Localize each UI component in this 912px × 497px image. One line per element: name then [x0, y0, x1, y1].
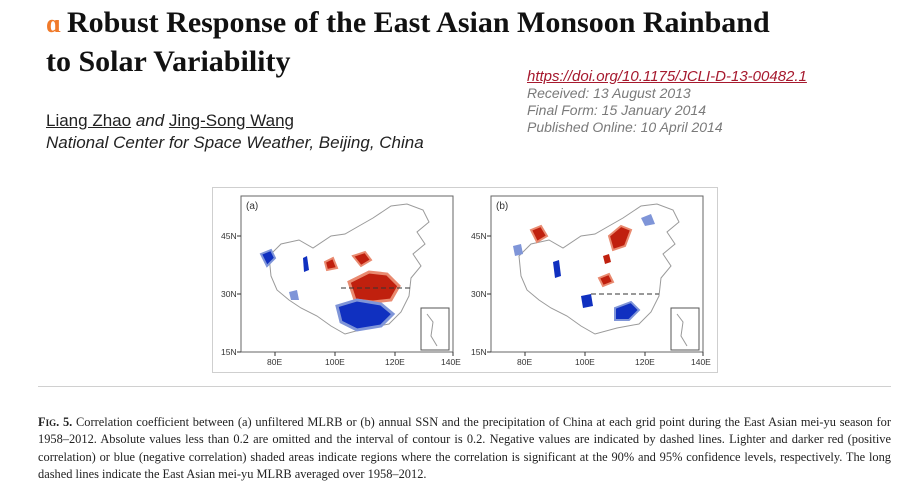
lat-label-30n-a: 30N: [221, 289, 237, 299]
lon-label-140e-b: 140E: [691, 357, 711, 367]
lon-label-100e-b: 100E: [575, 357, 595, 367]
lon-label-140e-a: 140E: [441, 357, 461, 367]
south-china-sea-inset-a: [420, 307, 450, 351]
lat-label-45n-a: 45N: [221, 231, 237, 241]
figure-maps: (a) 45N 30N 15N 80E 100E 120E 14: [221, 195, 711, 367]
lightblue-region-b-west: [513, 244, 523, 256]
figure-caption: Fig. 5. Correlation coefficient between …: [38, 414, 891, 484]
figure-5[interactable]: (a) 45N 30N 15N 80E 100E 120E 14: [212, 187, 718, 373]
doi-link[interactable]: https://doi.org/10.1175/JCLI-D-13-00482.…: [527, 68, 807, 85]
red-region-b-north: [607, 224, 633, 252]
author-affiliation: National Center for Space Weather, Beiji…: [46, 133, 424, 152]
red-region-b-small: [603, 254, 611, 264]
blue-region-a-west: [259, 248, 277, 268]
blue-region-a-mid: [303, 256, 309, 272]
caption-divider: [38, 386, 891, 387]
lat-label-15n-a: 15N: [221, 347, 237, 357]
panel-b-frame: [490, 195, 704, 353]
panel-a-label: (a): [246, 201, 258, 212]
panel-a-frame: [240, 195, 454, 353]
china-outline-b: [518, 203, 680, 335]
published-date: Published Online: 10 April 2014: [527, 119, 723, 135]
article-meta: https://doi.org/10.1175/JCLI-D-13-00482.…: [527, 68, 807, 136]
red-region-b-east: [597, 272, 615, 288]
red-region-a-west: [323, 256, 339, 272]
inset-outline-a: [426, 313, 438, 347]
received-date: Received: 13 August 2013: [527, 85, 691, 101]
lat-label-15n-b: 15N: [471, 347, 487, 357]
lat-label-45n-b: 45N: [471, 231, 487, 241]
red-region-a-main: [347, 270, 401, 304]
author-link-2[interactable]: Jing-Song Wang: [168, 111, 294, 130]
lightblue-region-a: [289, 290, 299, 300]
lat-label-30n-b: 30N: [471, 289, 487, 299]
panel-b-label: (b): [496, 201, 508, 212]
panel-b: (b) 45N 30N 15N 80E 100E: [471, 195, 711, 367]
article-title: ɑ Robust Response of the East Asian Monso…: [46, 4, 896, 81]
blue-region-a-south: [335, 298, 396, 332]
open-access-icon: ɑ: [46, 9, 61, 38]
blue-region-b-south: [581, 294, 593, 308]
lon-label-120e-b: 120E: [635, 357, 655, 367]
lon-label-80e-b: 80E: [517, 357, 532, 367]
china-outline-a: [268, 203, 430, 335]
red-region-a-small: [351, 250, 373, 268]
blue-region-b-southeast: [614, 300, 641, 321]
title-line-2: to Solar Variability: [46, 45, 291, 78]
article-header: ɑ Robust Response of the East Asian Monso…: [46, 4, 896, 81]
blue-region-b-mid: [553, 260, 561, 278]
panel-a: (a) 45N 30N 15N 80E 100E 120E 14: [221, 195, 461, 367]
figure-label: Fig. 5.: [38, 415, 73, 429]
lon-label-80e-a: 80E: [267, 357, 282, 367]
red-region-b-west: [529, 224, 549, 244]
author-block: Liang Zhao and Jing-Song Wang National C…: [46, 110, 424, 154]
south-china-sea-inset-b: [670, 307, 700, 351]
inset-outline-b: [676, 313, 688, 347]
final-form-date: Final Form: 15 January 2014: [527, 102, 706, 118]
lon-label-120e-a: 120E: [385, 357, 405, 367]
caption-text: Correlation coefficient between (a) unfi…: [38, 415, 891, 482]
author-conjunction: and: [135, 111, 165, 130]
author-link-1[interactable]: Liang Zhao: [46, 111, 132, 130]
lightblue-region-b-northeast: [641, 214, 655, 226]
title-line-1: Robust Response of the East Asian Monsoo…: [66, 6, 770, 39]
lon-label-100e-a: 100E: [325, 357, 345, 367]
